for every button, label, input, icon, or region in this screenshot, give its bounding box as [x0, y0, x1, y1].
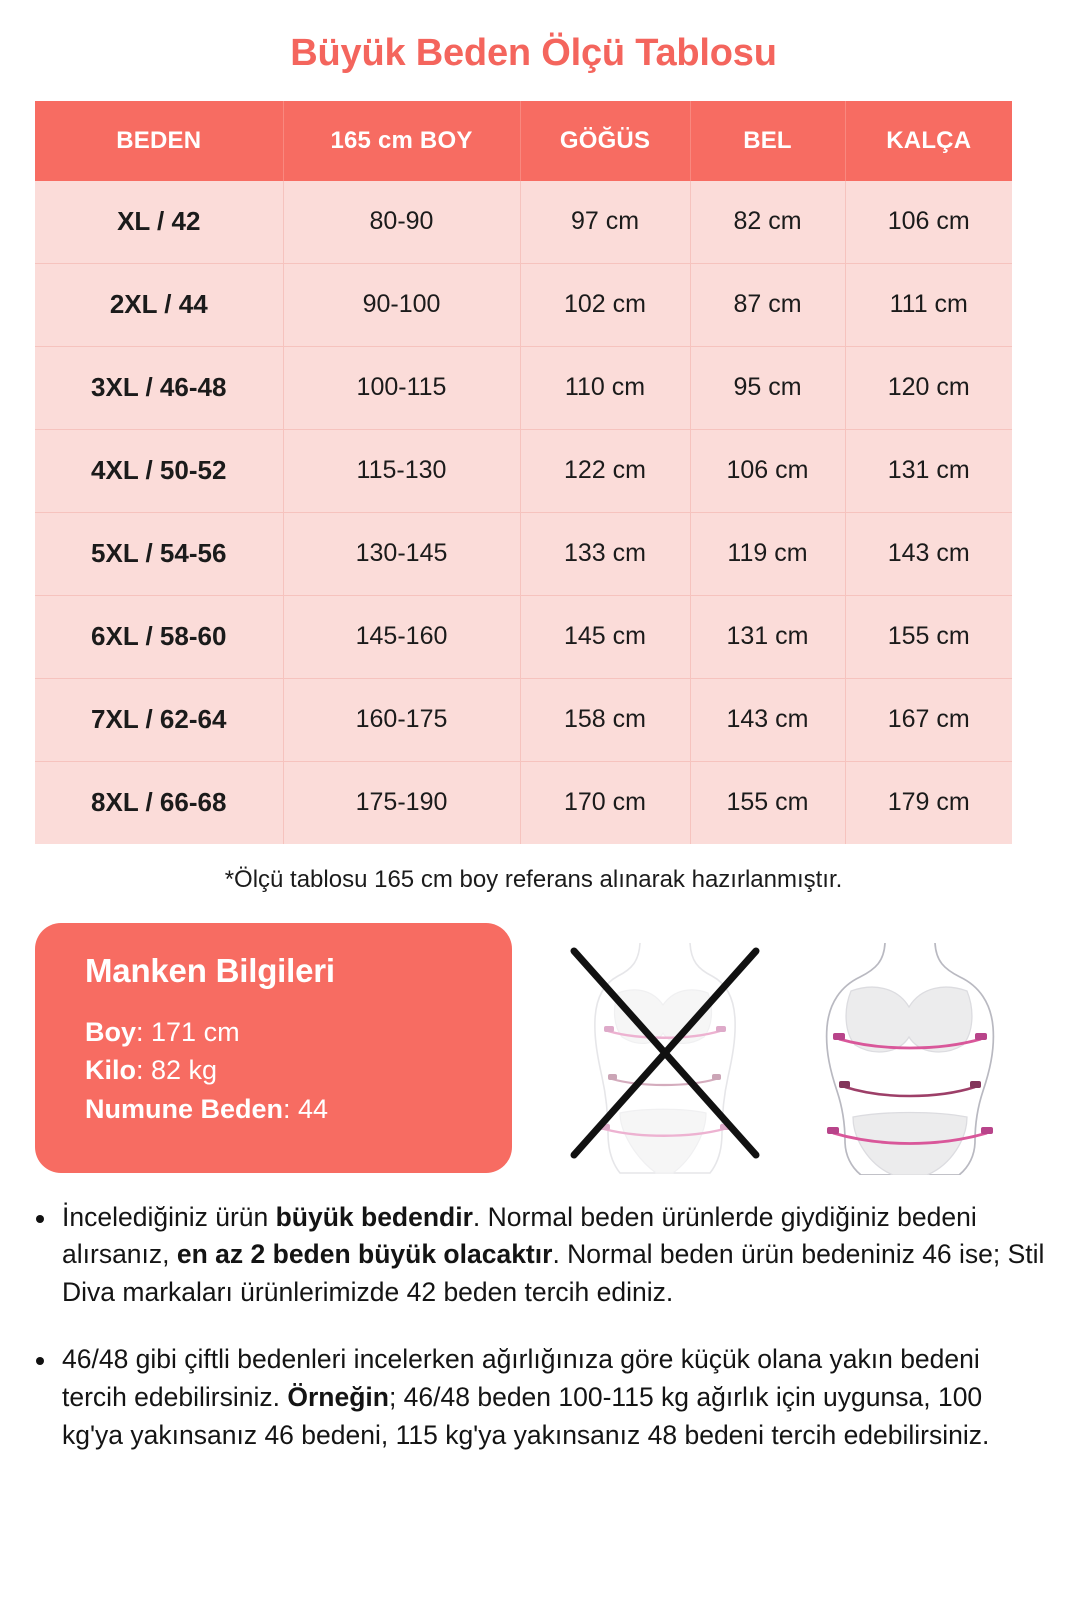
model-sample-size-value: : 44 [283, 1093, 329, 1124]
note-item: 46/48 gibi çiftli bedenleri incelerken a… [22, 1341, 1045, 1454]
cell-boy: 160-175 [283, 678, 521, 762]
column-header-gogus: GÖĞÜS [520, 100, 691, 181]
cell-bel: 87 cm [690, 263, 846, 347]
cell-kalca: 131 cm [845, 429, 1012, 513]
cell-bel: 143 cm [690, 678, 846, 762]
cell-bel: 106 cm [690, 429, 846, 513]
cell-boy: 175-190 [283, 761, 521, 844]
cell-kalca: 111 cm [845, 263, 1012, 347]
size-chart-table-wrapper: BEDEN 165 cm BOY GÖĞÜS BEL KALÇA XL / 42… [35, 100, 1012, 844]
size-notes-list: İncelediğiniz ürün büyük bedendir. Norma… [22, 1199, 1045, 1455]
cell-boy: 80-90 [283, 180, 521, 264]
cell-size: 3XL / 46-48 [35, 346, 284, 430]
size-chart-table: BEDEN 165 cm BOY GÖĞÜS BEL KALÇA XL / 42… [35, 100, 1012, 844]
column-header-kalca: KALÇA [845, 100, 1012, 181]
cell-gogus: 110 cm [520, 346, 691, 430]
table-row: 8XL / 66-68 175-190 170 cm 155 cm 179 cm [35, 761, 1012, 844]
cell-bel: 119 cm [690, 512, 846, 596]
cell-bel: 95 cm [690, 346, 846, 430]
cell-gogus: 145 cm [520, 595, 691, 679]
cross-out-x-icon [570, 947, 760, 1159]
cell-size: 6XL / 58-60 [35, 595, 284, 679]
cell-kalca: 155 cm [845, 595, 1012, 679]
cell-kalca: 167 cm [845, 678, 1012, 762]
table-row: 5XL / 54-56 130-145 133 cm 119 cm 143 cm [35, 512, 1012, 596]
model-weight-value: : 82 kg [136, 1055, 218, 1086]
cell-kalca: 120 cm [845, 346, 1012, 430]
cell-size: 7XL / 62-64 [35, 678, 284, 762]
cell-boy: 130-145 [283, 512, 521, 596]
table-header: BEDEN 165 cm BOY GÖĞÜS BEL KALÇA [35, 100, 1012, 181]
model-height-value: : 171 cm [136, 1016, 240, 1047]
cell-size: 5XL / 54-56 [35, 512, 284, 596]
table-row: 3XL / 46-48 100-115 110 cm 95 cm 120 cm [35, 346, 1012, 430]
cell-kalca: 143 cm [845, 512, 1012, 596]
model-weight-row: Kilo: 82 kg [85, 1051, 512, 1089]
cell-size: XL / 42 [35, 180, 284, 264]
model-sample-size-row: Numune Beden: 44 [85, 1090, 512, 1128]
cell-kalca: 106 cm [845, 180, 1012, 264]
note-item: İncelediğiniz ürün büyük bedendir. Norma… [22, 1199, 1045, 1312]
body-figures [540, 927, 1040, 1177]
column-header-bel: BEL [690, 100, 846, 181]
cell-gogus: 102 cm [520, 263, 691, 347]
table-row: 4XL / 50-52 115-130 122 cm 106 cm 131 cm [35, 429, 1012, 513]
cell-bel: 82 cm [690, 180, 846, 264]
table-row: 7XL / 62-64 160-175 158 cm 143 cm 167 cm [35, 678, 1012, 762]
cell-gogus: 158 cm [520, 678, 691, 762]
table-footnote: *Ölçü tablosu 165 cm boy referans alınar… [224, 865, 843, 893]
model-sample-size-label: Numune Beden [85, 1093, 284, 1124]
model-info-card: Manken Bilgileri Boy: 171 cm Kilo: 82 kg… [35, 922, 512, 1173]
model-info-section: Manken Bilgileri Boy: 171 cm Kilo: 82 kg… [0, 922, 1067, 1181]
model-height-label: Boy [85, 1016, 137, 1047]
table-body: XL / 42 80-90 97 cm 82 cm 106 cm 2XL / 4… [35, 180, 1012, 844]
cell-gogus: 122 cm [520, 429, 691, 513]
cell-size: 2XL / 44 [35, 263, 284, 347]
table-row: 6XL / 58-60 145-160 145 cm 131 cm 155 cm [35, 595, 1012, 679]
cell-boy: 145-160 [283, 595, 521, 679]
model-height-row: Boy: 171 cm [85, 1013, 512, 1051]
cell-boy: 90-100 [283, 263, 521, 347]
slim-figure-crossed-out [560, 927, 770, 1175]
cell-size: 8XL / 66-68 [35, 761, 284, 844]
cell-boy: 100-115 [283, 346, 521, 430]
cell-gogus: 170 cm [520, 761, 691, 844]
model-weight-label: Kilo [85, 1055, 136, 1086]
table-row: XL / 42 80-90 97 cm 82 cm 106 cm [35, 180, 1012, 264]
column-header-boy: 165 cm BOY [283, 100, 521, 181]
cell-kalca: 179 cm [845, 761, 1012, 844]
cell-size: 4XL / 50-52 [35, 429, 284, 513]
cell-gogus: 97 cm [520, 180, 691, 264]
cell-boy: 115-130 [283, 429, 521, 513]
cell-bel: 131 cm [690, 595, 846, 679]
table-header-row: BEDEN 165 cm BOY GÖĞÜS BEL KALÇA [35, 100, 1012, 181]
cell-bel: 155 cm [690, 761, 846, 844]
table-row: 2XL / 44 90-100 102 cm 87 cm 111 cm [35, 263, 1012, 347]
cell-gogus: 133 cm [520, 512, 691, 596]
model-info-title: Manken Bilgileri [85, 951, 335, 989]
column-header-beden: BEDEN [35, 100, 284, 181]
page-title: Büyük Beden Ölçü Tablosu [290, 32, 777, 74]
plus-size-figure [805, 927, 1015, 1175]
